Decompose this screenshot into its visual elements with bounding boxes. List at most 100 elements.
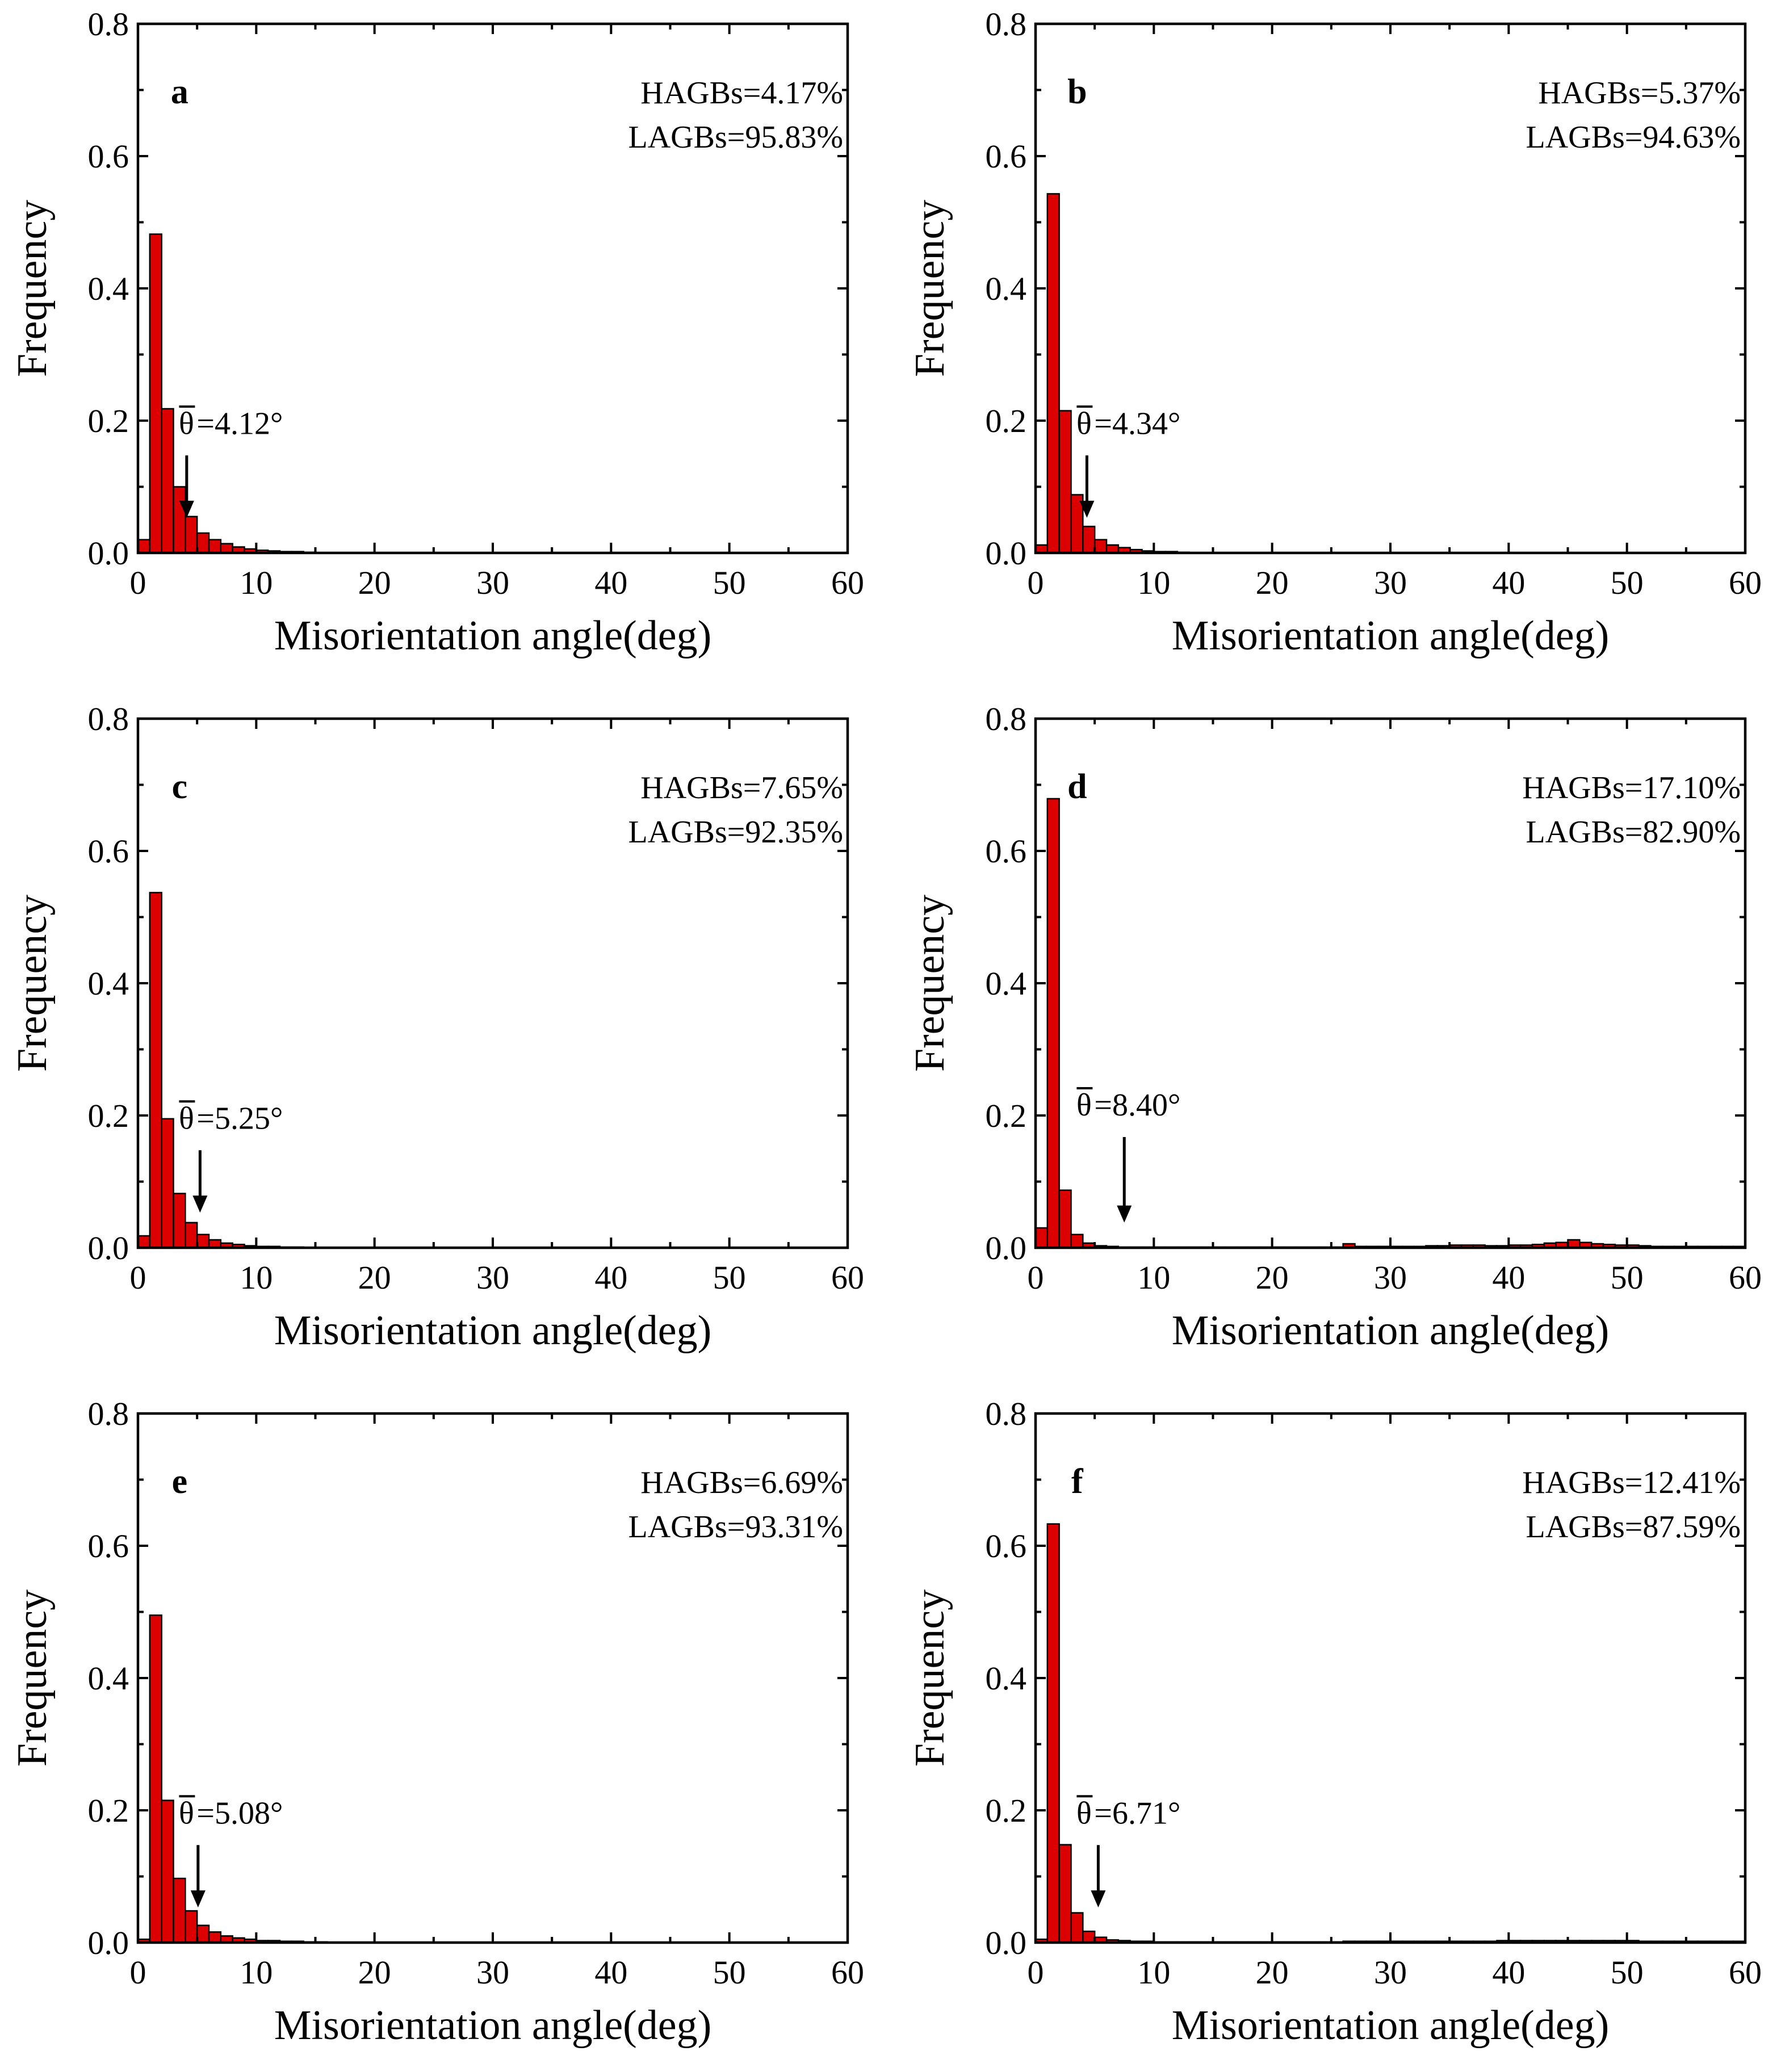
lagbs-annotation: LAGBs=94.63% — [1526, 120, 1741, 155]
y-tick-label: 0.4 — [88, 270, 129, 307]
chart-panel-e: 0 10 20 30 40 50 60 0.0 0.2 0.4 0.6 0.8 Misorientati… — [9, 1395, 864, 2049]
x-tick-label: 30 — [1374, 1259, 1407, 1296]
mean-marker: θ =5.08° — [179, 1795, 283, 1908]
histogram-bar — [1046, 1523, 1060, 1944]
histogram-bar — [161, 1800, 174, 1944]
mean-marker: θ =4.12° — [179, 405, 283, 518]
x-tick-label: 40 — [594, 1259, 627, 1296]
mean-angle-label: =6.71° — [1094, 1796, 1180, 1831]
y-tick-label: 0.2 — [986, 1792, 1027, 1829]
mean-arrow-head — [1117, 1205, 1132, 1223]
x-tick-label: 60 — [831, 564, 864, 601]
x-tick-label: 0 — [1028, 564, 1044, 601]
y-tick-label: 0.6 — [88, 833, 129, 870]
y-tick-label: 0.6 — [88, 1528, 129, 1565]
y-axis-title: Frequency — [9, 895, 56, 1072]
mean-angle-label: =4.12° — [196, 406, 283, 441]
histogram-bar — [1070, 1912, 1084, 1944]
y-tick-label: 0.2 — [88, 402, 129, 439]
histogram-bar — [161, 1118, 174, 1249]
x-tick-label: 40 — [1492, 1259, 1525, 1296]
x-axis-title: Misorientation angle(deg) — [274, 2002, 712, 2049]
x-tick-label: 20 — [1256, 1954, 1289, 1991]
lagbs-annotation: LAGBs=82.90% — [1526, 815, 1741, 850]
histogram-bar — [1058, 410, 1072, 554]
y-tick-label: 0.8 — [986, 6, 1027, 43]
y-tick-label: 0.4 — [986, 1660, 1027, 1697]
theta-symbol: θ — [179, 406, 194, 441]
x-tick-label: 50 — [713, 1259, 746, 1296]
x-tick-label: 30 — [476, 564, 509, 601]
panel-letter: c — [172, 767, 188, 806]
chart-panel-f: 0 10 20 30 40 50 60 0.0 0.2 0.4 0.6 0.8 Misorientati… — [907, 1395, 1762, 2049]
histogram-bar — [173, 486, 186, 554]
x-tick-label: 10 — [1137, 1259, 1170, 1296]
mean-arrow-head — [179, 501, 194, 518]
histogram-bar — [137, 1235, 151, 1249]
x-tick-label: 10 — [240, 564, 273, 601]
x-axis-title: Misorientation angle(deg) — [274, 1307, 712, 1354]
y-tick-label: 0.4 — [88, 965, 129, 1002]
y-tick-label: 0.2 — [88, 1097, 129, 1134]
mean-marker: θ =5.25° — [179, 1100, 283, 1213]
histogram-bar — [149, 892, 162, 1249]
y-axis-title: Frequency — [907, 1589, 953, 1767]
mean-marker: θ =4.34° — [1076, 405, 1180, 518]
x-tick-label: 0 — [1028, 1954, 1044, 1991]
y-tick-label: 0.0 — [88, 535, 129, 572]
x-tick-label: 10 — [240, 1954, 273, 1991]
x-tick-label: 20 — [1256, 564, 1289, 601]
panel-letter: f — [1071, 1462, 1084, 1501]
histogram-bar — [173, 1877, 186, 1944]
hagbs-annotation: HAGBs=7.65% — [640, 770, 843, 806]
histogram-bar — [196, 532, 210, 554]
y-tick-label: 0.4 — [986, 965, 1027, 1002]
x-tick-label: 20 — [1256, 1259, 1289, 1296]
y-tick-label: 0.8 — [88, 701, 129, 737]
histogram-bar — [137, 539, 151, 554]
x-tick-label: 30 — [1374, 1954, 1407, 1991]
y-tick-label: 0.0 — [986, 1924, 1027, 1961]
x-tick-label: 30 — [1374, 564, 1407, 601]
x-tick-label: 60 — [1729, 1954, 1762, 1991]
x-tick-label: 0 — [130, 1259, 146, 1296]
chart-panel-d: 0 10 20 30 40 50 60 0.0 0.2 0.4 0.6 0.8 Misorientati… — [907, 701, 1762, 1354]
mean-arrow-head — [1091, 1890, 1106, 1908]
x-tick-label: 40 — [594, 564, 627, 601]
y-tick-label: 0.4 — [88, 1660, 129, 1697]
histogram-bar — [208, 539, 222, 554]
histogram-bar — [161, 408, 174, 554]
x-tick-label: 0 — [130, 564, 146, 601]
panel-letter: d — [1067, 767, 1087, 806]
theta-symbol: θ — [179, 1796, 194, 1831]
x-tick-label: 50 — [713, 564, 746, 601]
hagbs-annotation: HAGBs=12.41% — [1522, 1465, 1741, 1500]
theta-symbol: θ — [1076, 406, 1092, 441]
y-tick-label: 0.6 — [88, 138, 129, 175]
x-tick-label: 10 — [240, 1259, 273, 1296]
histogram-bar — [196, 1234, 210, 1249]
histogram-bar — [149, 1614, 162, 1944]
x-tick-label: 20 — [358, 564, 391, 601]
theta-symbol: θ — [1076, 1796, 1092, 1831]
mean-angle-label: =4.34° — [1094, 406, 1180, 441]
y-axis-title: Frequency — [907, 895, 953, 1072]
x-tick-label: 60 — [831, 1259, 864, 1296]
hagbs-annotation: HAGBs=6.69% — [640, 1465, 843, 1500]
histogram-bar — [1082, 526, 1096, 554]
x-tick-label: 10 — [1137, 1954, 1170, 1991]
hagbs-annotation: HAGBs=5.37% — [1538, 76, 1741, 111]
y-tick-label: 0.0 — [986, 1230, 1027, 1266]
y-tick-label: 0.8 — [986, 1395, 1027, 1432]
lagbs-annotation: LAGBs=93.31% — [628, 1509, 843, 1545]
x-tick-label: 20 — [358, 1259, 391, 1296]
chart-panel-c: 0 10 20 30 40 50 60 0.0 0.2 0.4 0.6 0.8 Misorientati… — [9, 701, 864, 1354]
x-tick-label: 20 — [358, 1954, 391, 1991]
histogram-bar — [208, 1931, 222, 1944]
mean-marker: θ =6.71° — [1076, 1795, 1180, 1908]
lagbs-annotation: LAGBs=92.35% — [628, 815, 843, 850]
mean-arrow-head — [1079, 501, 1095, 518]
x-tick-label: 50 — [1611, 1954, 1644, 1991]
y-tick-label: 0.6 — [986, 1528, 1027, 1565]
